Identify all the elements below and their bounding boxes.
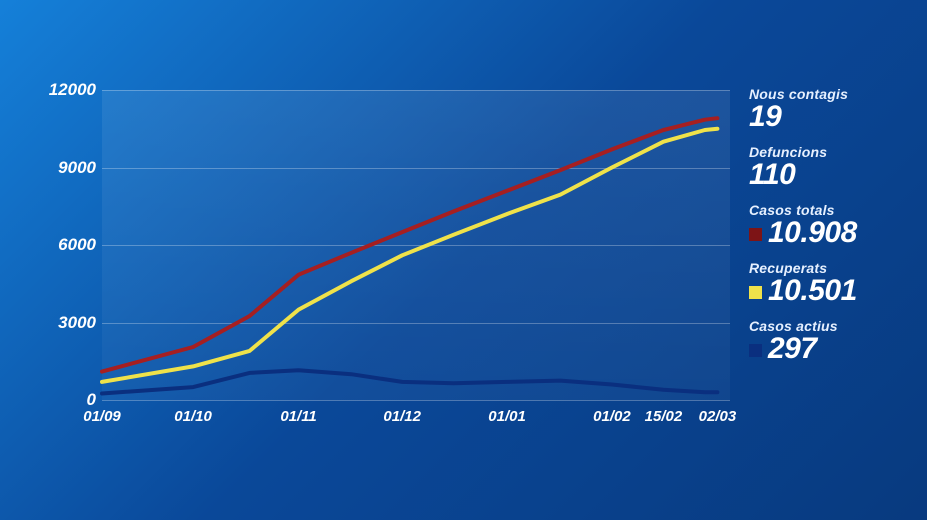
y-tick-label: 9000 — [36, 158, 96, 178]
stat-casos-totals: Casos totals 10.908 — [749, 202, 909, 248]
stat-value: 10.908 — [768, 218, 857, 248]
series-casos-actius — [102, 370, 717, 393]
series-casos-totals — [102, 118, 717, 371]
x-tick-label: 01/11 — [280, 408, 316, 425]
x-tick-label: 01/01 — [488, 408, 526, 425]
swatch-casos-actius — [749, 344, 762, 357]
stat-nous-contagis: Nous contagis 19 — [749, 86, 909, 132]
y-tick-label: 12000 — [36, 80, 96, 100]
stat-value: 297 — [768, 334, 817, 364]
stat-casos-actius: Casos actius 297 — [749, 318, 909, 364]
swatch-casos-totals — [749, 228, 762, 241]
chart-area: 12000 9000 6000 3000 0 01/09 01/10 01/11… — [40, 90, 740, 450]
x-tick-label: 01/02 — [593, 408, 631, 425]
stats-panel: Nous contagis 19 Defuncions 110 Casos to… — [749, 86, 909, 364]
plot-region — [102, 90, 730, 400]
y-tick-label: 0 — [36, 390, 96, 410]
stat-value: 110 — [749, 160, 795, 190]
gridline — [102, 400, 730, 401]
x-tick-label: 15/02 — [645, 408, 683, 425]
y-tick-label: 3000 — [36, 313, 96, 333]
stat-recuperats: Recuperats 10.501 — [749, 260, 909, 306]
stat-defuncions: Defuncions 110 — [749, 144, 909, 190]
x-tick-label: 01/09 — [83, 408, 121, 425]
stat-value: 19 — [749, 102, 781, 132]
y-tick-label: 6000 — [36, 235, 96, 255]
lines-svg — [102, 90, 730, 400]
swatch-recuperats — [749, 286, 762, 299]
x-tick-label: 01/12 — [383, 408, 421, 425]
series-recuperats — [102, 129, 717, 382]
stat-value: 10.501 — [768, 276, 857, 306]
x-tick-label: 02/03 — [699, 408, 737, 425]
x-tick-label: 01/10 — [174, 408, 212, 425]
